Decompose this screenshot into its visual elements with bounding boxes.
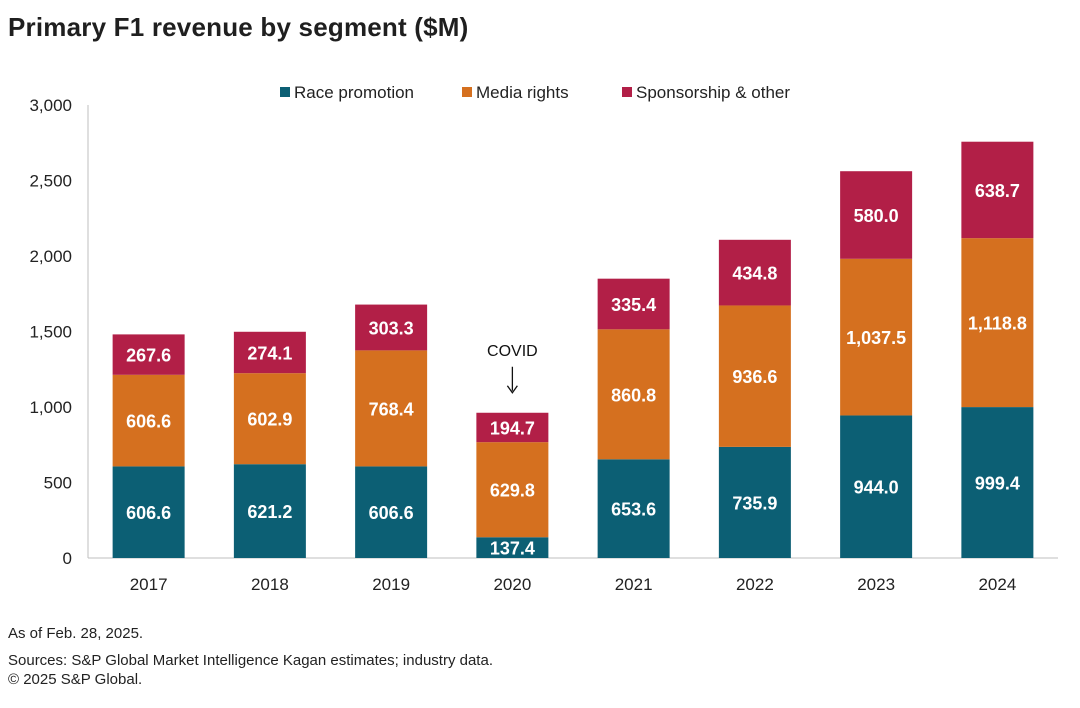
legend-label: Race promotion (294, 83, 414, 102)
bar-segment (718, 239, 791, 306)
y-tick-label: 2,000 (29, 247, 72, 266)
data-label: 999.4 (975, 474, 1020, 494)
data-label: 860.8 (611, 385, 656, 405)
x-tick-label: 2017 (130, 575, 168, 594)
bar-segment (233, 373, 306, 465)
bar-segment (476, 412, 549, 443)
data-label: 768.4 (369, 399, 414, 419)
x-tick-label: 2024 (978, 575, 1016, 594)
bar-segment (355, 466, 428, 558)
legend-label: Sponsorship & other (636, 83, 790, 102)
bar-segment (476, 537, 549, 558)
data-label: 936.6 (732, 367, 777, 387)
data-label: 137.4 (490, 539, 535, 559)
bar-segment (597, 329, 670, 460)
data-label: 1,037.5 (846, 328, 906, 348)
x-tick-label: 2019 (372, 575, 410, 594)
legend-swatch (280, 87, 290, 97)
bar-segment (961, 238, 1034, 408)
data-label: 606.6 (126, 503, 171, 523)
bar-segment (112, 334, 185, 375)
data-label: 267.6 (126, 346, 171, 366)
data-label: 653.6 (611, 500, 656, 520)
bar-segment (718, 446, 791, 558)
data-label: 629.8 (490, 481, 535, 501)
covid-annotation: COVID (487, 343, 538, 360)
bar-segment (233, 331, 306, 374)
bar-segment (597, 278, 670, 330)
bar-segment (840, 258, 913, 416)
data-label: 1,118.8 (968, 314, 1027, 334)
data-label: 274.1 (247, 343, 292, 363)
x-tick-label: 2021 (615, 575, 653, 594)
bar-segment (112, 466, 185, 558)
x-tick-label: 2023 (857, 575, 895, 594)
sources-note: Sources: S&P Global Market Intelligence … (8, 652, 493, 669)
y-tick-label: 0 (63, 549, 72, 568)
data-label: 602.9 (247, 410, 292, 430)
bar-segment (718, 305, 791, 447)
y-tick-label: 3,000 (29, 96, 72, 115)
y-tick-label: 500 (44, 474, 72, 493)
legend-label: Media rights (476, 83, 569, 102)
data-label: 944.0 (854, 478, 899, 498)
data-label: 194.7 (490, 418, 535, 438)
bar-segment (597, 459, 670, 558)
bar-segment (840, 171, 913, 259)
data-label: 638.7 (975, 181, 1020, 201)
data-label: 735.9 (732, 493, 777, 513)
bar-segment (961, 141, 1034, 239)
as-of-note: As of Feb. 28, 2025. (8, 625, 144, 642)
data-label: 606.6 (369, 503, 414, 523)
bar-segment (355, 350, 428, 467)
data-label: 335.4 (611, 295, 656, 315)
x-tick-label: 2020 (493, 575, 531, 594)
x-tick-label: 2022 (736, 575, 774, 594)
x-tick-label: 2018 (251, 575, 289, 594)
data-label: 621.2 (247, 502, 292, 522)
data-label: 606.6 (126, 412, 171, 432)
bar-segment (476, 442, 549, 538)
y-tick-label: 1,500 (29, 323, 72, 342)
data-label: 303.3 (369, 318, 414, 338)
legend-swatch (462, 87, 472, 97)
copyright-note: © 2025 S&P Global. (8, 671, 143, 688)
bar-segment (233, 464, 306, 558)
chart-title: Primary F1 revenue by segment ($M) (8, 12, 469, 42)
annotation-arrow-head (506, 385, 518, 394)
y-tick-label: 1,000 (29, 398, 72, 417)
legend-swatch (622, 87, 632, 97)
bar-segment (840, 415, 913, 558)
bar-segment (355, 304, 428, 351)
bar-segment (961, 407, 1034, 558)
stacked-bar-chart: 0 500 1,000 1,500 2,000 2,500 3,000 606.6 606.6 2… (29, 83, 1058, 594)
data-label: 580.0 (854, 206, 899, 226)
y-tick-label: 2,500 (29, 172, 72, 191)
bar-segment (112, 374, 185, 467)
data-label: 434.8 (732, 264, 777, 284)
